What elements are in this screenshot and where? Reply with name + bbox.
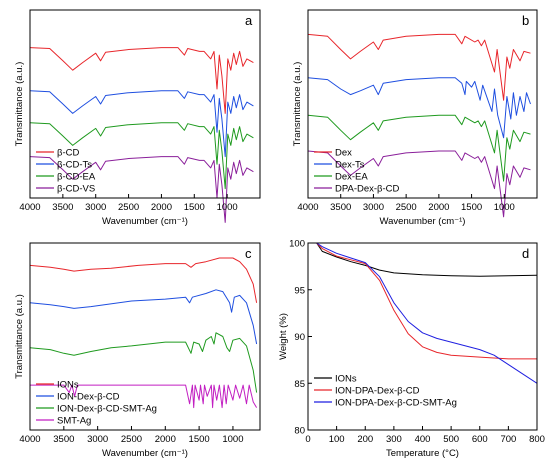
series-line-a-1	[29, 90, 254, 158]
x-tick-label-a: 3500	[52, 202, 73, 213]
x-tick-label-b: 1500	[461, 202, 482, 213]
series-line-c-2	[29, 332, 258, 393]
legend-label-b-3: DPA-Dex-β-CD	[335, 184, 400, 195]
x-tick-label-a: 2500	[118, 202, 139, 213]
panel-c: 4000 3500 3000 2500 2000 1500 1000 Wavenumber (…	[14, 242, 261, 459]
panel-letter-a: a	[245, 13, 253, 28]
x-tick-label-b: 2000	[428, 202, 449, 213]
y-tick-label-d: 85	[294, 379, 305, 390]
y-axis-label-b: Transmittance (a.u.)	[292, 62, 303, 147]
panel-letter-d: d	[522, 246, 529, 261]
legend-label-c-3: SMT-Ag	[57, 416, 91, 427]
x-tick-label-d: 700	[500, 434, 516, 445]
legend-label-a-3: β-CD-VS	[57, 184, 95, 195]
x-tick-label-b: 4000	[297, 202, 318, 213]
series-line-b-2	[307, 114, 531, 182]
series-line-d-0	[316, 242, 538, 277]
x-tick-label-c: 4000	[19, 434, 40, 445]
plot-frame-b	[307, 9, 538, 199]
x-tick-label-d: 600	[472, 434, 488, 445]
panel-letter-c: c	[245, 246, 252, 261]
x-tick-label-d: 200	[357, 434, 373, 445]
x-tick-label-c: 2000	[155, 434, 176, 445]
x-tick-label-a: 3000	[85, 202, 106, 213]
y-axis-label-d: Weight (%)	[278, 313, 289, 360]
x-axis-label-c: Wavenumber (cm⁻¹)	[102, 448, 188, 459]
x-tick-label-d: 500	[443, 434, 459, 445]
series-line-b-0	[307, 33, 531, 101]
plot-frame-a	[29, 9, 261, 199]
panel-d: 0 100 200 300 400 500 600 700 800 80 85 90 95 100 Temp…	[278, 239, 545, 460]
x-tick-label-a: 1000	[217, 202, 238, 213]
legend-label-b-0: Dex	[335, 148, 352, 159]
x-tick-label-c: 1500	[189, 434, 210, 445]
series-line-c-1	[29, 289, 258, 345]
series-line-b-3	[307, 150, 531, 218]
x-tick-label-a: 4000	[19, 202, 40, 213]
legend-label-c-0: IONs	[57, 380, 79, 391]
y-tick-label-d: 90	[294, 332, 305, 343]
x-axis-label-d: Temperature (°C)	[386, 448, 459, 459]
x-axis-label-b: Wavenumber (cm⁻¹)	[380, 216, 466, 227]
y-tick-label-d: 95	[294, 285, 305, 296]
x-tick-label-c: 3000	[87, 434, 108, 445]
panel-a: 4000 3500 3000 2500 2000 1500 1000 Wavenumber (…	[14, 9, 261, 227]
x-tick-label-a: 2000	[151, 202, 172, 213]
legend-label-b-1: Dex-Ts	[335, 160, 365, 171]
legend-label-d-2: ION-DPA-Dex-β-CD-SMT-Ag	[335, 398, 457, 409]
x-tick-label-a: 1500	[184, 202, 205, 213]
y-axis-label-a: Transmittance (a.u.)	[14, 62, 25, 147]
series-line-d-2	[316, 242, 538, 384]
legend-label-a-1: β-CD-Ts	[57, 160, 92, 171]
x-tick-label-c: 2500	[121, 434, 142, 445]
y-axis-label-c: Transmittance (a.u.)	[14, 294, 25, 379]
series-line-c-0	[29, 257, 258, 303]
x-tick-label-b: 2500	[396, 202, 417, 213]
series-line-a-2	[29, 122, 254, 190]
x-tick-label-b: 3000	[363, 202, 384, 213]
x-tick-label-b: 3500	[330, 202, 351, 213]
legend-label-a-0: β-CD	[57, 148, 79, 159]
series-line-d-1	[316, 242, 537, 360]
x-tick-label-d: 0	[305, 434, 310, 445]
x-tick-label-d: 800	[529, 434, 545, 445]
x-tick-label-c: 1000	[222, 434, 243, 445]
legend-label-a-2: β-CD-EA	[57, 172, 96, 183]
x-tick-label-b: 1000	[494, 202, 515, 213]
series-line-a-3	[29, 156, 254, 223]
x-tick-label-d: 300	[386, 434, 402, 445]
legend-label-d-0: IONs	[335, 374, 357, 385]
y-tick-label-d: 80	[294, 426, 305, 437]
y-tick-label-d: 100	[289, 239, 305, 250]
series-line-c-3	[30, 384, 258, 409]
legend-label-c-2: ION-Dex-β-CD-SMT-Ag	[57, 404, 157, 415]
plot-frame-c	[29, 242, 261, 431]
x-tick-label-d: 100	[329, 434, 345, 445]
series-line-a-0	[29, 47, 254, 114]
legend-label-c-1: ION-Dex-β-CD	[57, 392, 120, 403]
series-line-b-1	[307, 77, 531, 139]
legend-label-d-1: ION-DPA-Dex-β-CD	[335, 386, 420, 397]
x-axis-label-a: Wavenumber (cm⁻¹)	[102, 216, 188, 227]
legend-label-b-2: Dex-EA	[335, 172, 368, 183]
x-tick-label-c: 3500	[53, 434, 74, 445]
panel-letter-b: b	[522, 13, 529, 28]
panel-b: 4000 3500 3000 2500 2000 1500 1000 Wavenumber (…	[292, 9, 538, 227]
x-tick-label-d: 400	[415, 434, 431, 445]
